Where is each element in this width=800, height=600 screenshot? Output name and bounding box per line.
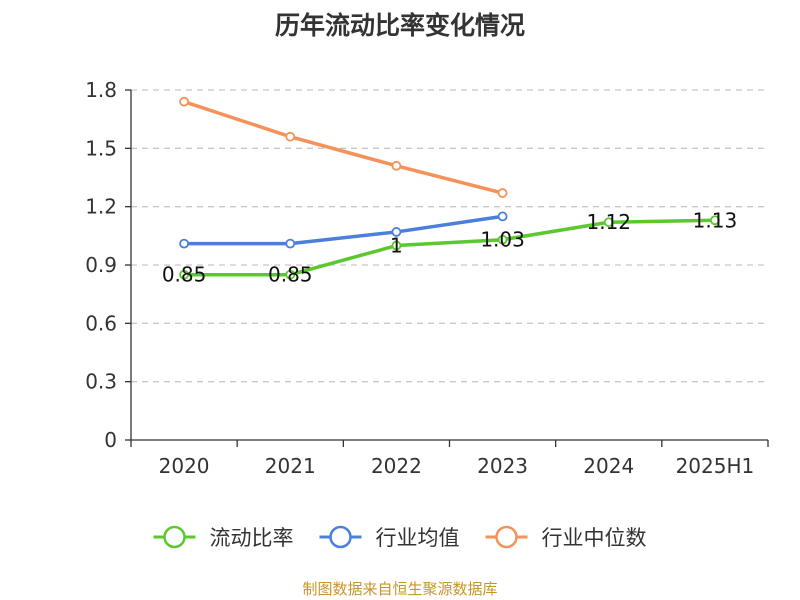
- data-point: [710, 215, 720, 226]
- legend-label: 流动比率: [210, 526, 294, 550]
- y-tick-label: 1.2: [85, 195, 117, 219]
- data-label: 0.85: [268, 263, 313, 287]
- data-point: [391, 227, 402, 237]
- y-tick-label: 1.8: [85, 78, 117, 102]
- data-point: [179, 238, 189, 249]
- series-line: [184, 218, 715, 277]
- data-label: 1.13: [693, 208, 738, 232]
- data-point: [285, 238, 296, 249]
- data-point: [497, 211, 508, 222]
- grid-lines: [131, 89, 768, 383]
- data-points: [179, 96, 720, 280]
- y-tick-label: 0: [104, 428, 117, 452]
- data-point: [179, 96, 189, 107]
- data-point: [603, 217, 614, 228]
- axes: 0 0.3 0.6 0.9 1.2 1.5 1.8 2020 2021 2022 2023 2024 2…: [85, 78, 769, 478]
- legend-marker: [329, 525, 352, 549]
- y-tick-label: 1.5: [85, 136, 117, 160]
- y-tick-label: 0.3: [85, 370, 117, 394]
- x-tick-label: 2024: [583, 454, 634, 478]
- data-point: [391, 240, 402, 251]
- legend-marker: [163, 525, 186, 549]
- data-label: 1.12: [586, 210, 631, 234]
- y-tick-label: 0.6: [85, 311, 117, 335]
- series-line: [183, 100, 504, 195]
- data-point: [391, 160, 402, 171]
- x-tick-label: 2023: [477, 454, 528, 478]
- legend: 流动比率 行业均值 行业中位数: [153, 525, 647, 550]
- chart-title: 历年流动比率变化情况: [275, 11, 525, 40]
- data-point: [497, 188, 508, 198]
- source-note: 制图数据来自恒生聚源数据库: [302, 580, 497, 598]
- data-point: [285, 269, 296, 280]
- data-label: 0.85: [162, 263, 207, 287]
- x-tick-label: 2022: [371, 454, 422, 478]
- x-tick-label: 2021: [265, 454, 316, 478]
- data-point: [285, 131, 296, 142]
- x-tick-label: 2025H1: [676, 454, 755, 478]
- y-tick-label: 0.9: [85, 253, 117, 277]
- data-labels: 0.85 0.85 1 1.03 1.12 1.13: [162, 208, 737, 286]
- series-line: [184, 214, 503, 246]
- legend-label: 行业中位数: [542, 526, 647, 550]
- legend-label: 行业均值: [376, 526, 460, 550]
- x-tick-label: 2020: [159, 454, 210, 478]
- data-point: [179, 269, 189, 280]
- data-label: 1: [390, 234, 403, 258]
- data-point: [497, 234, 508, 245]
- series-lines: [183, 100, 715, 277]
- data-label: 1.03: [480, 228, 525, 252]
- legend-marker: [495, 525, 518, 549]
